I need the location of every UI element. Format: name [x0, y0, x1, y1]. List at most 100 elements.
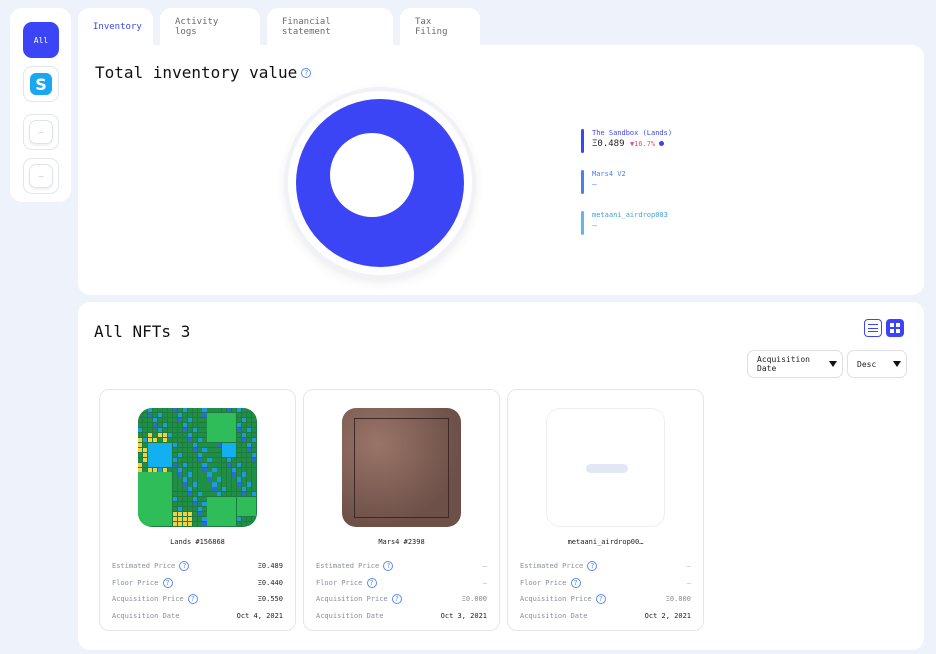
- land-parcel: [147, 467, 153, 472]
- land-parcel: [162, 432, 167, 437]
- tab-tax-filing[interactable]: Tax Filing: [400, 8, 480, 45]
- tab-inventory[interactable]: Inventory: [78, 8, 153, 45]
- tab-financial-statement[interactable]: Financial statement: [267, 8, 393, 45]
- estimated-price-value: —: [686, 562, 691, 571]
- land-estate: [147, 442, 172, 467]
- land-parcel: [237, 447, 242, 452]
- land-parcel: [152, 408, 158, 413]
- land-parcel: [247, 487, 252, 492]
- land-parcel: [192, 452, 197, 457]
- grid-view-button[interactable]: [886, 319, 904, 337]
- land-parcel: [192, 442, 197, 447]
- help-icon[interactable]: ?: [391, 594, 402, 605]
- help-icon[interactable]: ?: [366, 577, 377, 588]
- land-estate: [207, 412, 237, 442]
- land-parcel: [177, 487, 182, 492]
- land-parcel: [152, 422, 158, 428]
- land-parcel: [247, 422, 252, 428]
- land-parcel: [187, 482, 192, 487]
- land-parcel: [192, 412, 197, 418]
- land-parcel: [172, 477, 177, 482]
- land-parcel: [192, 427, 197, 432]
- land-parcel: [142, 452, 148, 457]
- legend-item[interactable]: Mars4 V2 —: [581, 170, 672, 194]
- land-parcel: [247, 437, 252, 442]
- land-parcel: [172, 492, 177, 497]
- land-parcel: [202, 477, 207, 482]
- help-icon[interactable]: ?: [587, 561, 598, 572]
- land-parcel: [172, 447, 177, 452]
- help-icon[interactable]: ?: [570, 577, 581, 588]
- help-icon[interactable]: ?: [301, 67, 312, 78]
- nft-card[interactable]: Lands #156868 Estimated Price ? Ξ0.489 Fl…: [99, 389, 296, 631]
- land-parcel: [237, 457, 242, 462]
- land-parcel: [252, 427, 257, 432]
- land-parcel: [237, 422, 242, 428]
- land-parcel: [252, 457, 257, 462]
- nft-card[interactable]: metaani_airdrop00… Estimated Price ? — Fl…: [507, 389, 704, 631]
- land-parcel: [202, 457, 207, 462]
- floor-price-value: —: [482, 578, 487, 587]
- land-parcel: [197, 447, 202, 452]
- loading-placeholder: [586, 464, 628, 473]
- land-parcel: [138, 447, 143, 452]
- land-parcel: [138, 457, 143, 462]
- land-parcel: [237, 408, 242, 413]
- inventory-donut-chart: [288, 91, 472, 275]
- row-label-text: Acquisition Date: [112, 611, 180, 620]
- land-parcel: [192, 477, 197, 482]
- legend-item[interactable]: The Sandbox (Lands) Ξ0.489 ▼16.7%: [581, 129, 672, 153]
- acquisition-price-row: Acquisition Price ? Ξ0.550: [112, 591, 283, 608]
- filter-all-button[interactable]: All: [23, 22, 59, 58]
- land-parcel: [202, 497, 207, 502]
- land-parcel: [197, 472, 202, 477]
- land-parcel: [187, 517, 192, 522]
- land-parcel: [252, 467, 257, 472]
- floor-price-value: Ξ0.440: [257, 578, 283, 587]
- list-view-button[interactable]: [864, 319, 882, 337]
- filter-collection-button[interactable]: —: [23, 114, 59, 150]
- land-parcel: [202, 522, 207, 527]
- land-parcel: [172, 442, 177, 447]
- land-parcel: [142, 422, 148, 428]
- land-parcel: [142, 462, 148, 467]
- land-parcel: [192, 417, 197, 423]
- land-parcel: [202, 507, 207, 512]
- sort-by-select[interactable]: Acquisition Date: [747, 350, 843, 378]
- land-parcel: [232, 467, 237, 472]
- nft-card[interactable]: Mars4 #2398 Estimated Price ? — Floor Pri…: [303, 389, 500, 631]
- land-parcel: [242, 457, 247, 462]
- land-parcel: [202, 442, 207, 447]
- land-parcel: [202, 417, 207, 423]
- land-parcel: [212, 482, 217, 487]
- filter-sandbox-button[interactable]: S: [23, 66, 59, 102]
- estimated-price-row: Estimated Price ? Ξ0.489: [112, 558, 283, 575]
- help-icon[interactable]: ?: [187, 594, 198, 605]
- land-parcel: [237, 462, 242, 467]
- help-icon[interactable]: ?: [179, 561, 190, 572]
- legend-item[interactable]: metaani_airdrop003 —: [581, 211, 672, 235]
- land-parcel: [192, 472, 197, 477]
- mars-frame: [354, 418, 449, 518]
- land-parcel: [197, 482, 202, 487]
- all-nfts-card: All NFTs 3 Acquisition Date Desc Lands #…: [78, 302, 924, 650]
- sort-order-select[interactable]: Desc: [847, 350, 907, 378]
- land-parcel: [242, 432, 247, 437]
- land-parcel: [197, 417, 202, 423]
- land-parcel: [182, 507, 187, 512]
- filter-collection-button[interactable]: —: [23, 158, 59, 194]
- row-label-text: Estimated Price: [112, 562, 176, 571]
- acquisition-date-value: Oct 2, 2021: [644, 611, 691, 620]
- legend-value: Ξ0.489 ▼16.7%: [592, 139, 672, 149]
- land-parcel: [197, 408, 202, 413]
- help-icon[interactable]: ?: [595, 594, 606, 605]
- help-icon[interactable]: ?: [383, 561, 394, 572]
- land-parcel: [182, 502, 187, 507]
- land-parcel: [177, 447, 182, 452]
- land-parcel: [197, 517, 202, 522]
- tab-activity-logs[interactable]: Activity logs: [160, 8, 260, 45]
- land-parcel: [197, 477, 202, 482]
- land-parcel: [207, 447, 212, 452]
- land-parcel: [167, 467, 172, 472]
- help-icon[interactable]: ?: [162, 577, 173, 588]
